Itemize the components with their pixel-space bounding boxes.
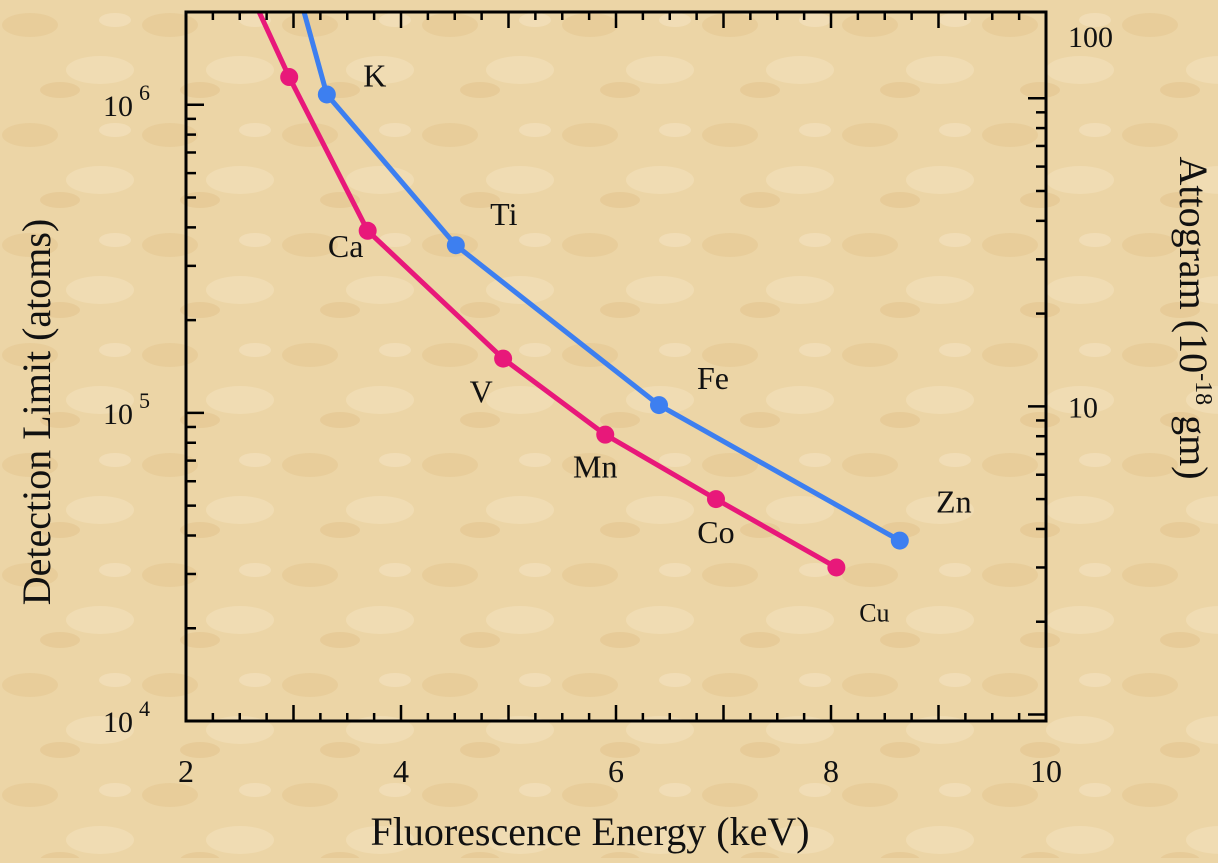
x-tick-label: 10 [1030, 753, 1062, 789]
y-tick-label: 10 4 [103, 696, 150, 739]
point-label-ca: Ca [328, 228, 364, 264]
x-axis-title: Fluorescence Energy (keV) [370, 809, 809, 854]
data-point-1-4 [650, 396, 668, 415]
axis-labels: Fluorescence Energy (keV) Detection Limi… [14, 156, 1216, 854]
plot-area: K Ti Fe Zn Ca V Mn Co Cu [256, 12, 972, 627]
data-point-1-3 [446, 236, 465, 255]
y-tick-base: 10 [103, 706, 133, 739]
y-tick-label: 10 5 [103, 388, 150, 431]
y-tick-exponent: 6 [139, 80, 150, 105]
y2-tick-label: 100 [1068, 21, 1113, 54]
y-tick-base: 10 [103, 90, 133, 123]
y2-axis-title: Attogram (10-18 gm) [1171, 156, 1216, 479]
data-point-2-5 [596, 425, 615, 444]
x-tick-label: 4 [393, 753, 409, 789]
x-tick-label: 2 [178, 753, 194, 789]
series-group [256, 12, 909, 577]
data-point-2-6 [706, 490, 725, 509]
data-point-1-5 [890, 531, 909, 550]
data-point-2-3 [358, 221, 377, 240]
x-tick-label: 6 [608, 753, 624, 789]
y2-axis-title-main: Attogram (10 [1171, 156, 1216, 373]
y-axis-title: Detection Limit (atoms) [14, 219, 59, 606]
y2-tick-label: 10 [1068, 391, 1098, 424]
y2-axis-title-exponent: -18 [1190, 373, 1216, 405]
point-label-mn: Mn [573, 449, 617, 485]
data-point-2-2 [280, 68, 299, 87]
point-label-cu: Cu [859, 598, 889, 627]
x-tick-label: 8 [823, 753, 839, 789]
y-tick-exponent: 4 [139, 696, 150, 721]
point-label-co: Co [697, 514, 734, 550]
point-label-k: K [363, 57, 386, 93]
y-tick-label: 10 6 [103, 80, 150, 123]
point-label-zn: Zn [936, 484, 972, 520]
point-label-ti: Ti [490, 196, 517, 232]
point-label-v: V [470, 374, 493, 410]
data-point-2-7 [827, 558, 846, 577]
data-point-1-2 [317, 85, 336, 104]
point-label-fe: Fe [697, 360, 729, 396]
y-tick-base: 10 [103, 398, 133, 431]
data-point-2-4 [494, 349, 513, 368]
y-tick-exponent: 5 [139, 388, 150, 413]
y2-axis-title-tail: gm) [1171, 405, 1216, 479]
